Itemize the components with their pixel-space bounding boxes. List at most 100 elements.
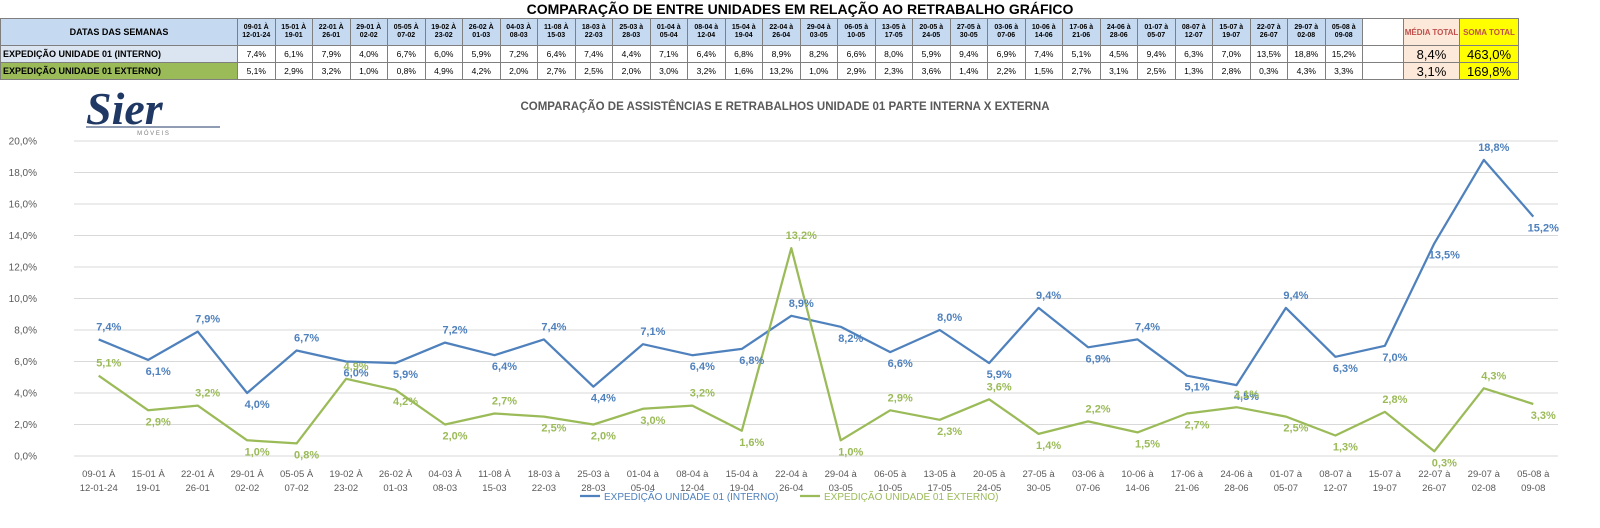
data-label: 7,0% [1382,352,1407,364]
week-header-line: 10-06 à [1031,24,1056,31]
data-label: 0,3% [1432,457,1457,469]
x-tick-label: 09-01 À [82,469,116,480]
table-cell: 15,2% [1324,45,1363,63]
week-header-line: 12-04 [697,32,716,39]
x-tick-label: 01-07 à [1270,469,1303,480]
spacer-cell [1362,45,1404,63]
table-cell: 0,3% [1249,62,1288,80]
week-header-cell: 29-01 À 02-02 [349,18,388,46]
table-cell: 1,3% [1174,62,1213,80]
data-label: 9,4% [1036,290,1061,302]
week-header-line: 29-01 À [356,24,382,31]
x-tick-label: 28-03 [581,483,605,494]
table-cell: 1,5% [1024,62,1063,80]
week-header-line: 29-07 à [1294,24,1319,31]
week-header-line: 01-04 à [656,24,681,31]
week-header-line: 02-02 [359,32,378,39]
row-label-interno: EXPEDIÇÃO UNIDADE 01 (INTERNO) [0,45,238,63]
week-header-line: 08-04 à [694,24,719,31]
week-header-line: 19-01 [284,32,303,39]
x-tick-label: 08-04 à [676,469,709,480]
x-tick-label: 05-05 À [280,469,314,480]
table-cell: 9,4% [1137,45,1176,63]
data-label: 18,8% [1478,142,1509,154]
week-header-cell: 29-04 à 03-05 [799,18,838,46]
week-header-line: 17-06 à [1069,24,1094,31]
x-tick-label: 17-05 [928,483,952,494]
week-header-cell: 19-02 À 23-02 [424,18,463,46]
y-axis-ticks: 0,0% 2,0% 4,0% 6,0% 8,0% 10,0% 12,0% 14,0% 16,0%… [9,137,37,463]
data-label: 8,2% [838,333,863,345]
table-cell: 7,0% [1212,45,1251,63]
table-cell: 2,5% [574,62,613,80]
week-header-line: 24-06 à [1106,24,1131,31]
x-tick-label: 18-03 à [528,469,561,480]
x-tick-label: 27-05 à [1022,469,1055,480]
x-tick-label: 29-04 à [825,469,858,480]
data-label: 3,2% [690,388,715,400]
table-cell: 2,9% [274,62,313,80]
table-cell: 8,0% [874,45,913,63]
data-label: 6,3% [1333,363,1358,375]
data-label: 6,6% [888,358,913,370]
week-header-cell: 18-03 à 22-03 [574,18,613,46]
week-header-line: 06-05 à [844,24,869,31]
week-header-line: 26-04 [772,32,791,39]
table-cell: 2,9% [837,62,876,80]
x-tick-label: 12-04 [680,483,704,494]
week-header-cell: 03-06 à 07-06 [987,18,1026,46]
data-label: 8,9% [789,298,814,310]
y-tick-label: 6,0% [14,357,37,368]
x-tick-label: 19-02 À [329,469,363,480]
x-tick-label: 07-06 [1076,483,1100,494]
week-header-line: 26-02 À [468,24,494,31]
x-tick-label: 01-03 [383,483,407,494]
data-label: 5,9% [393,369,418,381]
week-header-line: 25-03 à [619,24,644,31]
week-header-cell: 08-07 à 12-07 [1174,18,1213,46]
table-cell: 2,0% [499,62,538,80]
data-label: 6,4% [690,361,715,373]
x-tick-label: 29-01 À [230,469,264,480]
week-header-cell: 05-08 à 09-08 [1324,18,1363,46]
table-cell: 6,0% [424,45,463,63]
table-cell: 6,9% [987,45,1026,63]
week-header-cell: 06-05 à 10-05 [837,18,876,46]
week-header-cell: 29-07 à 02-08 [1287,18,1326,46]
week-header-cell: 08-04 à 12-04 [687,18,726,46]
table-cell: 1,0% [799,62,838,80]
table-cell: 5,1% [1062,45,1101,63]
x-tick-label: 03-05 [829,483,853,494]
table-cell: 3,3% [1324,62,1363,80]
y-tick-label: 20,0% [9,137,37,148]
data-label: 3,3% [1531,410,1556,422]
x-tick-label: 19-04 [730,483,754,494]
data-label: 3,1% [1234,389,1259,401]
data-label: 1,6% [739,437,764,449]
table-cell: 5,1% [237,62,276,80]
data-label: 6,4% [492,361,517,373]
data-label: 2,2% [1086,403,1111,415]
data-label: 7,9% [195,314,220,326]
x-tick-label: 15-07 à [1369,469,1402,480]
data-label: 5,9% [987,369,1012,381]
table-cell: 3,6% [912,62,951,80]
table-cell: 2,7% [537,62,576,80]
week-header-line: 22-03 [584,32,603,39]
x-tick-label: 22-07 à [1418,469,1451,480]
week-header-line: 28-03 [622,32,641,39]
week-header-line: 21-06 [1072,32,1091,39]
table-cell: 2,2% [987,62,1026,80]
week-header-cell: 26-02 À 01-03 [462,18,501,46]
data-label: 2,5% [1283,423,1308,435]
header-label-cell: DATAS DAS SEMANAS [0,18,238,46]
table-cell: 0,8% [387,62,426,80]
week-header-line: 18-03 à [581,24,606,31]
row-label-externo: EXPEDIÇÃO UNIDADE 01 EXTERNO) [0,62,238,80]
x-axis-ticks: 09-01 À 12-01-24 15-01 À 19-01 22-01 À 26-01 2… [80,469,1550,494]
data-label: 13,5% [1429,249,1460,261]
table-cell: 3,0% [649,62,688,80]
table-cell: 2,7% [1062,62,1101,80]
week-header-line: 27-05 à [956,24,981,31]
x-tick-label: 04-03 À [428,469,462,480]
